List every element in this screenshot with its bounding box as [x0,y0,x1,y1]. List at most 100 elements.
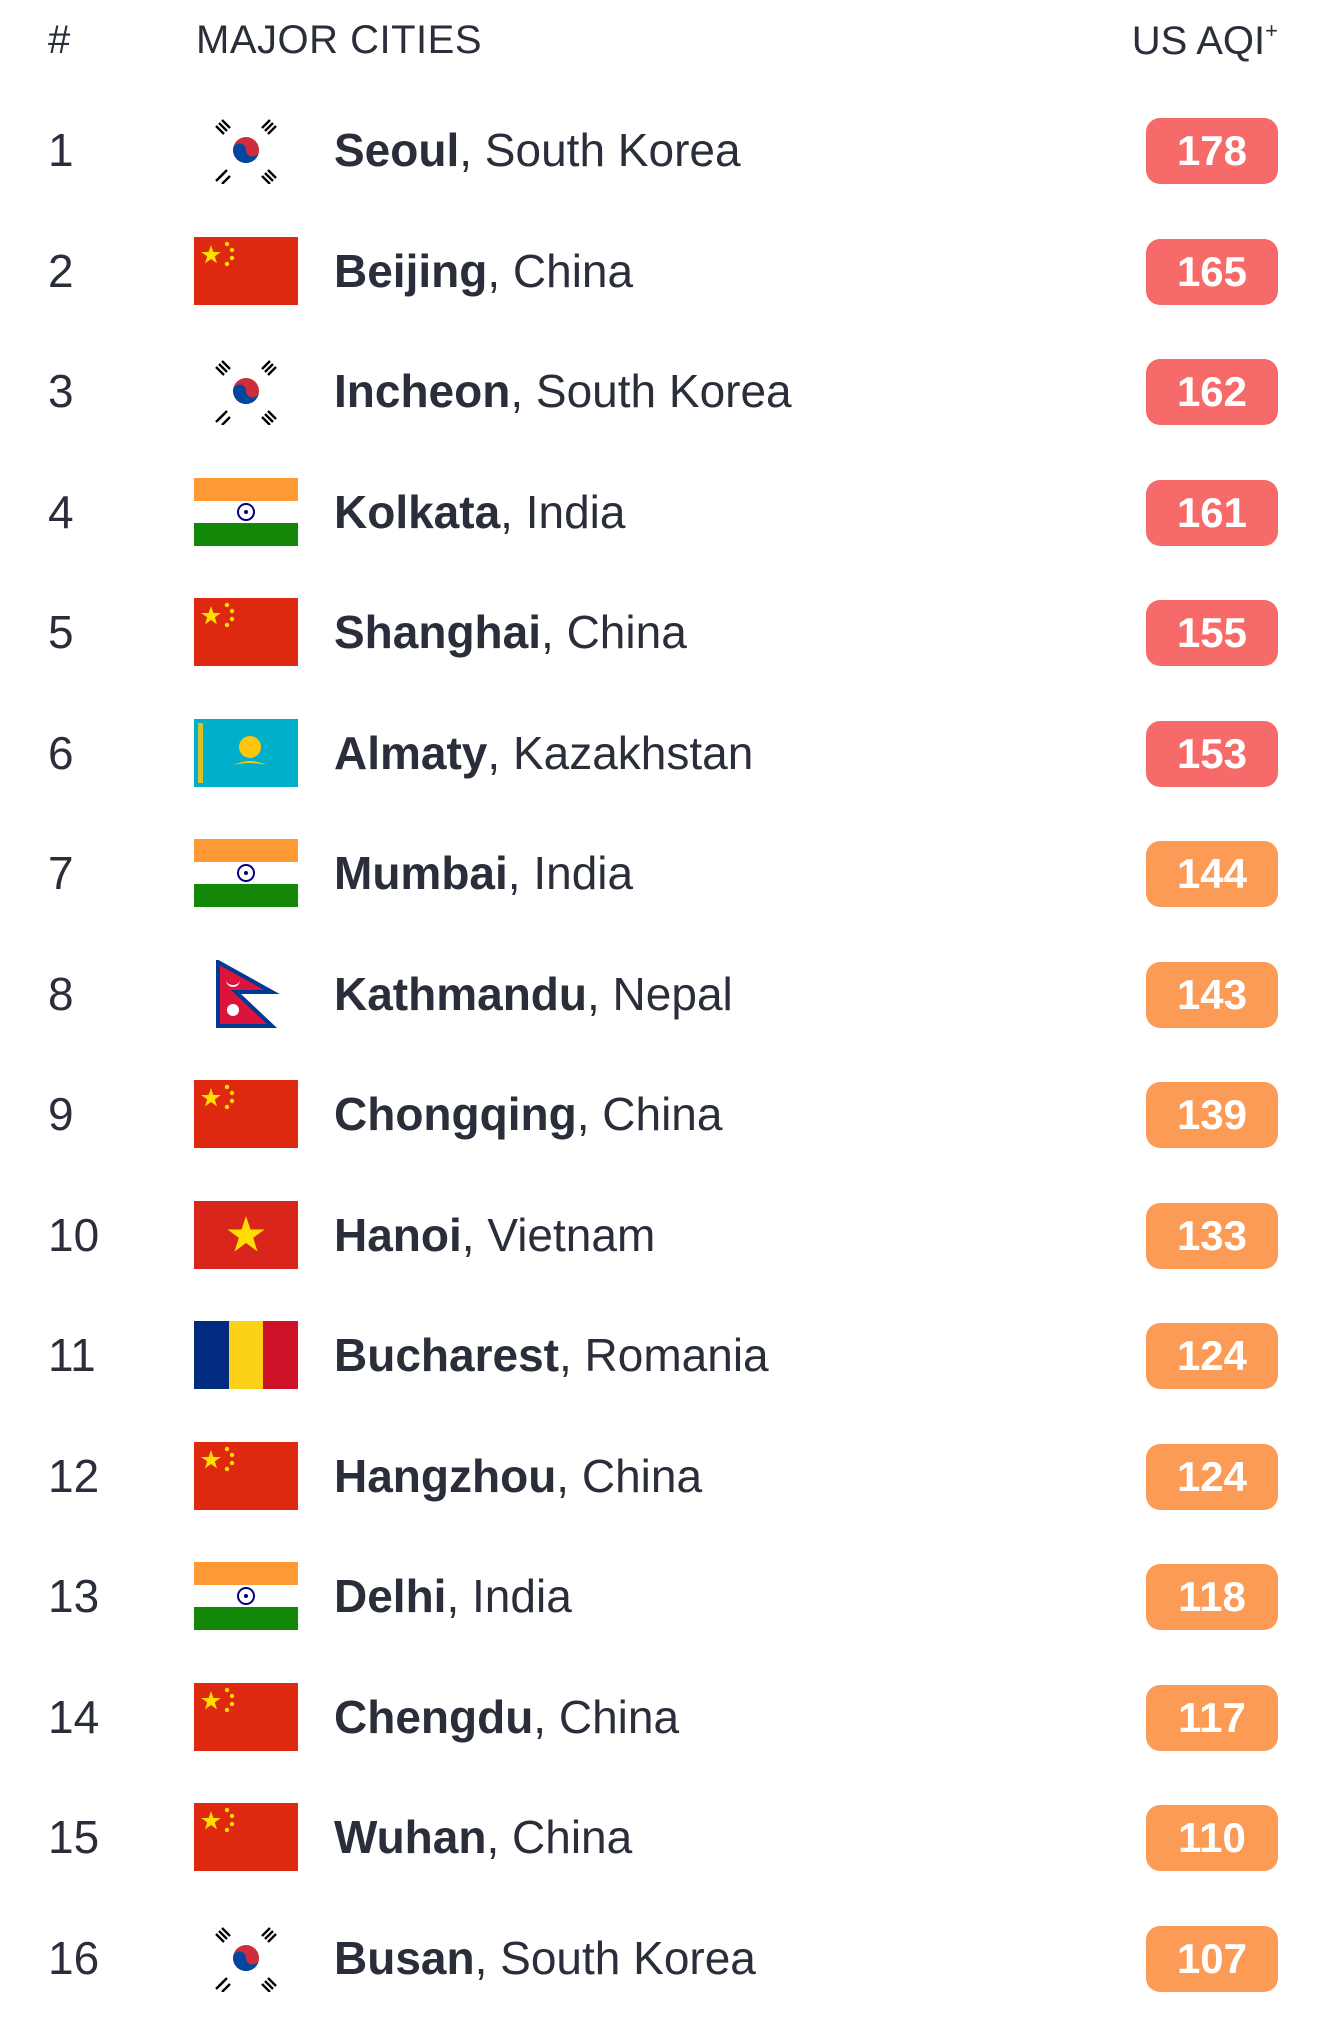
aqi-badge: 162 [1146,359,1278,425]
city-name: Kathmandu [334,968,587,1020]
country-name: , Nepal [587,968,733,1020]
city-name: Beijing [334,245,487,297]
country-name: , Kazakhstan [487,727,753,779]
china-flag-icon [194,237,298,305]
nepal-flag-icon [194,960,298,1028]
city-name: Chengdu [334,1691,533,1743]
india-flag-icon [194,1562,298,1630]
rank-number: 2 [48,211,74,331]
country-name: , India [508,847,633,899]
aqi-badge: 144 [1146,841,1278,907]
city-name-link[interactable]: Busan, South Korea [334,1898,756,2018]
city-name-link[interactable]: Chengdu, China [334,1657,679,1777]
city-row[interactable]: 12 Hangzhou, China 124 [0,1416,1320,1537]
city-name-link[interactable]: Chongqing, China [334,1054,722,1174]
country-name: , Romania [559,1329,769,1381]
aqi-column-label: US AQI [1132,19,1265,63]
china-flag-icon [194,1442,298,1510]
country-name: , China [556,1450,702,1502]
city-row[interactable]: 9 Chongqing, China 139 [0,1054,1320,1175]
city-name: Busan [334,1932,475,1984]
city-name: Hanoi [334,1209,462,1261]
china-flag-icon [194,1803,298,1871]
city-name-link[interactable]: Beijing, China [334,211,633,331]
country-name: , South Korea [459,124,740,176]
country-name: , South Korea [510,365,791,417]
aqi-badge: 117 [1146,1685,1278,1751]
rank-number: 9 [48,1054,74,1174]
aqi-badge: 133 [1146,1203,1278,1269]
rank-number: 8 [48,934,74,1054]
city-name: Incheon [334,365,510,417]
city-name-link[interactable]: Shanghai, China [334,572,687,692]
aqi-badge: 124 [1146,1323,1278,1389]
country-name: , China [541,606,687,658]
rank-column-header: # [48,18,70,63]
aqi-badge: 107 [1146,1926,1278,1992]
china-flag-icon [194,598,298,666]
city-name: Kolkata [334,486,500,538]
rank-number: 4 [48,452,74,572]
city-name-link[interactable]: Mumbai, India [334,813,633,933]
city-name: Delhi [334,1570,446,1622]
india-flag-icon [194,839,298,907]
city-name: Chongqing [334,1088,577,1140]
country-name: , South Korea [475,1932,756,1984]
city-name-link[interactable]: Seoul, South Korea [334,90,741,210]
city-name-link[interactable]: Hangzhou, China [334,1416,702,1536]
city-name-link[interactable]: Bucharest, Romania [334,1295,769,1415]
south-korea-flag-icon [194,116,298,184]
country-name: , China [487,245,633,297]
city-name: Wuhan [334,1811,486,1863]
china-flag-icon [194,1683,298,1751]
city-name-link[interactable]: Delhi, India [334,1536,572,1656]
country-name: , China [533,1691,679,1743]
city-name-link[interactable]: Kathmandu, Nepal [334,934,733,1054]
india-flag-icon [194,478,298,546]
vietnam-flag-icon [194,1201,298,1269]
city-row[interactable]: 4 Kolkata, India 161 [0,452,1320,573]
city-name-link[interactable]: Almaty, Kazakhstan [334,693,753,813]
city-row[interactable]: 2 Beijing, China 165 [0,211,1320,332]
south-korea-flag-icon [194,357,298,425]
country-name: , India [446,1570,571,1622]
city-name-link[interactable]: Wuhan, China [334,1777,632,1897]
aqi-badge: 161 [1146,480,1278,546]
city-name-link[interactable]: Kolkata, India [334,452,625,572]
aqi-badge: 118 [1146,1564,1278,1630]
rank-number: 3 [48,331,74,451]
city-row[interactable]: 3 Incheon, South Korea 162 [0,331,1320,452]
city-name: Mumbai [334,847,508,899]
aqi-badge: 124 [1146,1444,1278,1510]
aqi-badge: 139 [1146,1082,1278,1148]
country-name: , India [500,486,625,538]
city-name: Hangzhou [334,1450,556,1502]
city-name: Shanghai [334,606,541,658]
city-name-link[interactable]: Incheon, South Korea [334,331,792,451]
city-name-link[interactable]: Hanoi, Vietnam [334,1175,655,1295]
city-name: Seoul [334,124,459,176]
rank-number: 12 [48,1416,99,1536]
aqi-badge: 178 [1146,118,1278,184]
aqi-badge: 110 [1146,1805,1278,1871]
south-korea-flag-icon [194,1924,298,1992]
country-name: , China [486,1811,632,1863]
aqi-column-header[interactable]: US AQI+ [1132,18,1278,64]
country-name: , China [577,1088,723,1140]
china-flag-icon [194,1080,298,1148]
cities-column-header: MAJOR CITIES [196,18,482,63]
aqi-badge: 165 [1146,239,1278,305]
